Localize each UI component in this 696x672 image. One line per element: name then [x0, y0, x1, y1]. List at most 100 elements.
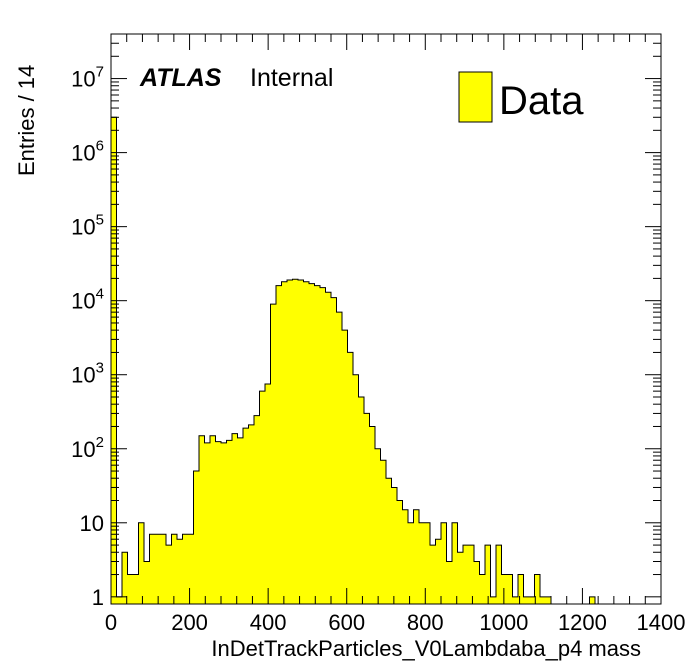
histogram-bar	[155, 534, 161, 604]
x-tick-label: 1200	[558, 610, 607, 635]
histogram-bar	[441, 522, 447, 604]
histogram-bar	[518, 574, 524, 604]
histogram-bar	[122, 552, 128, 604]
histogram-bar	[111, 117, 117, 604]
histogram-bar	[358, 397, 365, 604]
histogram-bar	[116, 596, 123, 604]
histogram-bar	[402, 509, 409, 604]
histogram-bar	[501, 574, 508, 604]
histogram-bars	[110, 116, 661, 605]
histogram-bar	[276, 285, 282, 604]
y-axis-title: Entries / 14	[14, 65, 39, 176]
histogram-bar	[529, 596, 535, 604]
histogram-bar	[204, 442, 211, 604]
histogram-bar	[320, 287, 326, 604]
histogram-bar	[166, 545, 172, 604]
histogram-bar	[232, 433, 238, 604]
y-tick-label: 106	[71, 138, 104, 166]
histogram-bar	[463, 545, 469, 604]
histogram-bar	[342, 330, 348, 604]
histogram-bar	[199, 435, 205, 604]
histogram-bar	[259, 391, 266, 604]
histogram-bar	[419, 522, 425, 604]
histogram-bar	[446, 561, 453, 604]
histogram-bar	[364, 413, 370, 604]
y-tick-label: 107	[71, 64, 104, 92]
histogram-bar	[397, 500, 403, 604]
histogram-bar	[490, 596, 497, 604]
histogram-bar	[149, 534, 156, 604]
histogram-bar	[435, 539, 442, 604]
histogram-bar	[314, 285, 321, 604]
legend-swatch-data	[458, 71, 493, 123]
histogram-bar	[182, 534, 189, 604]
histogram-bar	[413, 509, 420, 604]
histogram-bar	[380, 460, 387, 604]
histogram-bar	[479, 574, 486, 604]
y-axis-ticks	[111, 33, 661, 598]
histogram-bar	[210, 435, 216, 604]
histogram-bar	[589, 596, 596, 604]
y-tick-label: 1	[92, 585, 104, 610]
histogram-bar	[507, 574, 513, 604]
legend: Data	[458, 71, 584, 123]
histogram-bar	[303, 281, 310, 604]
y-tick-label: 105	[71, 212, 104, 240]
histogram-bar	[369, 426, 376, 604]
histogram-bar	[171, 534, 178, 604]
histogram-bar	[474, 561, 480, 604]
histogram-bar	[138, 522, 145, 604]
y-tick-label: 102	[71, 434, 104, 462]
histogram-bar	[270, 304, 277, 604]
histogram-bar	[221, 442, 227, 604]
histogram-bar	[226, 440, 233, 604]
x-tick-label: 400	[250, 610, 287, 635]
histogram-bar	[452, 522, 458, 604]
y-tick-label: 103	[71, 360, 104, 388]
histogram-bar	[160, 534, 167, 604]
histogram-bar	[523, 596, 530, 604]
histogram-bar	[424, 522, 431, 604]
histogram-bar	[468, 545, 475, 604]
histogram-bar	[336, 312, 343, 604]
x-axis-tick-labels: 0 200 400 600 800 1000 1200 1400	[105, 610, 686, 635]
histogram-bar	[353, 374, 359, 604]
histogram-bar	[265, 383, 271, 604]
histogram-bar	[325, 292, 332, 604]
x-axis-title: InDetTrackParticles_V0Lambdaba_p4 mass	[211, 636, 641, 661]
internal-label: Internal	[250, 64, 333, 92]
histogram-bar	[237, 437, 244, 604]
plot-frame	[110, 33, 662, 605]
histogram-bar	[347, 352, 354, 604]
histogram-bar	[254, 415, 260, 604]
histogram-bar	[292, 279, 299, 604]
atlas-label: ATLAS	[139, 64, 222, 92]
histogram-bar	[287, 280, 293, 604]
x-tick-label: 600	[328, 610, 365, 635]
y-axis-tick-labels: 1 10 102 103 104 105 106 107	[71, 64, 104, 610]
histogram-bar	[177, 539, 183, 604]
x-tick-label: 800	[407, 610, 444, 635]
x-tick-label: 1000	[479, 610, 528, 635]
histogram-bar	[375, 448, 381, 604]
histogram-bar	[496, 545, 502, 604]
histogram-bar	[386, 478, 392, 604]
histogram-bar	[485, 545, 491, 604]
x-axis-ticks	[110, 34, 662, 604]
histogram-bar	[408, 522, 414, 604]
histogram-bar	[193, 471, 200, 604]
histogram-bar	[512, 596, 519, 604]
histogram-bar	[540, 596, 546, 604]
histogram-bar	[309, 283, 315, 604]
x-tick-label: 0	[105, 610, 117, 635]
histogram-bar	[188, 534, 194, 604]
histogram-bar	[298, 280, 304, 604]
histogram-bar	[133, 574, 139, 604]
y-tick-label: 104	[71, 286, 104, 314]
histogram-bar	[215, 441, 222, 604]
histogram-bar	[457, 552, 464, 604]
histogram-bar	[281, 281, 288, 604]
histogram-bar	[243, 428, 249, 604]
histogram-bar	[331, 297, 337, 604]
